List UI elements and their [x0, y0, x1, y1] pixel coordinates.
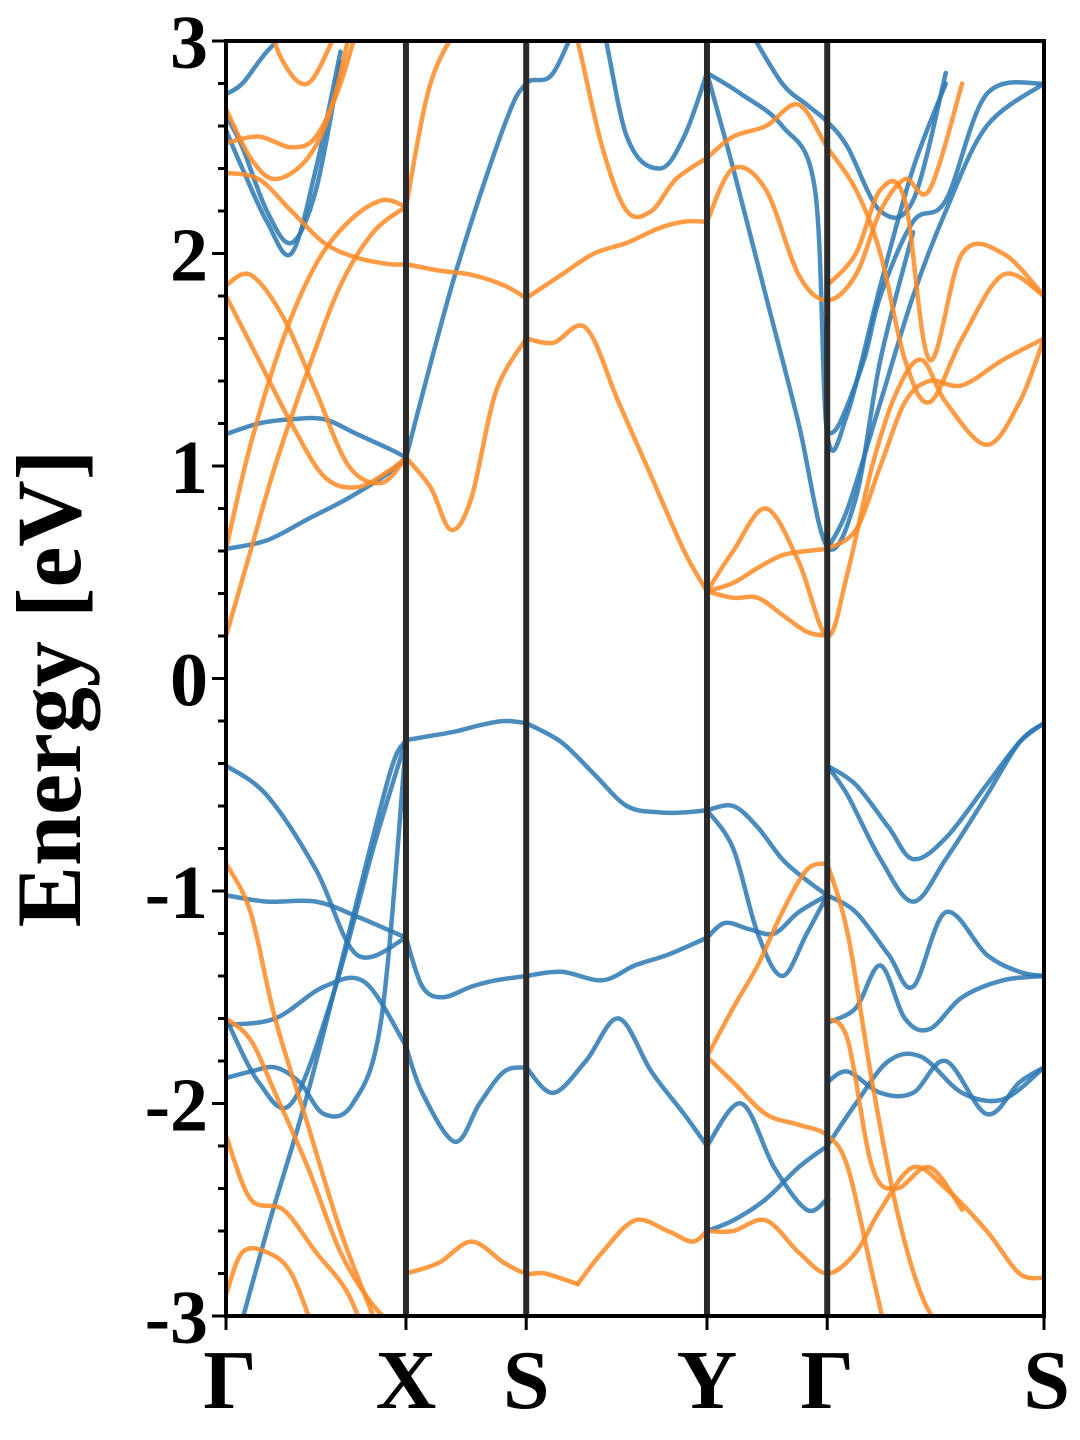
- y-tick-label: -3: [145, 1276, 208, 1360]
- band-line-40: [575, 1217, 710, 1287]
- band-line-39: [403, 1239, 580, 1287]
- band-line-38: [523, 218, 710, 301]
- band-line-10: [403, 1043, 529, 1145]
- band-line-1: [226, 975, 409, 1049]
- band-line-18: [704, 1101, 830, 1214]
- band-line-54: [704, 1164, 1044, 1281]
- band-line-63: [226, 170, 409, 267]
- x-tick-label: Γ: [801, 1334, 854, 1427]
- y-tick-label: -2: [145, 1064, 208, 1148]
- band-line-37: [403, 261, 529, 301]
- y-axis-label: Energy [eV]: [0, 450, 100, 928]
- band-line-8: [403, 935, 529, 1000]
- band-line-47: [824, 178, 1044, 363]
- band-line-41: [403, 41, 453, 209]
- band-line-30: [824, 79, 1044, 437]
- band-line-5: [226, 737, 409, 1111]
- y-tick-label: 1: [170, 426, 208, 510]
- band-line-64: [226, 41, 356, 150]
- band-line-53: [824, 1016, 965, 1213]
- band-line-21: [824, 892, 1044, 991]
- band-line-52: [704, 1054, 885, 1316]
- band-line-31: [824, 81, 1044, 552]
- band-line-14: [704, 803, 830, 898]
- y-tick-label: 2: [170, 214, 208, 298]
- y-tick-label: 3: [170, 1, 208, 85]
- band-line-20: [824, 720, 1044, 862]
- band-line-36: [523, 323, 710, 594]
- band-line-27: [226, 41, 281, 97]
- band-line-48: [704, 102, 1044, 405]
- x-tick-label: X: [376, 1334, 437, 1427]
- band-line-29: [226, 49, 343, 258]
- y-axis: 3 2 1 0 -1 -2 -3: [145, 1, 226, 1360]
- band-line-23: [824, 1058, 1044, 1117]
- band-line-13: [559, 41, 710, 171]
- band-line-4: [241, 737, 409, 1316]
- band-line-66: [271, 41, 335, 87]
- x-tick-label: Y: [677, 1334, 738, 1427]
- band-line-16: [704, 808, 830, 979]
- band-line-28: [226, 60, 343, 246]
- band-line-65: [226, 41, 351, 182]
- band-line-59: [226, 204, 409, 639]
- band-line-9: [523, 935, 710, 983]
- plot-frame: [224, 39, 1046, 1318]
- band-line-15: [704, 892, 830, 940]
- band-line-12: [403, 41, 572, 460]
- band-line-45: [704, 336, 1044, 639]
- band-line-17: [704, 1143, 830, 1234]
- x-tick-label: Γ: [203, 1334, 256, 1427]
- x-tick-label: S: [503, 1334, 550, 1427]
- band-line-60: [226, 271, 409, 486]
- band-line-57: [226, 1133, 361, 1316]
- y-tick-label: 0: [170, 639, 208, 723]
- band-line-2: [226, 892, 409, 940]
- band-line-62: [226, 197, 409, 552]
- band-line-34: [753, 41, 949, 220]
- band-line-35: [403, 336, 529, 533]
- high-symmetry-lines: [402, 41, 831, 1316]
- band-line-24: [824, 1051, 1044, 1149]
- y-tick-label: -1: [145, 851, 208, 935]
- band-line-0: [226, 763, 409, 960]
- band-line-3: [226, 739, 409, 1119]
- band-line-42: [575, 41, 710, 220]
- band-line-50: [704, 861, 830, 1060]
- band-line-32: [704, 70, 916, 552]
- band-line-11: [523, 1016, 710, 1149]
- band-lines: [226, 41, 1044, 1316]
- band-line-44: [704, 589, 830, 639]
- band-line-43: [704, 546, 830, 594]
- x-tick-label: S: [1023, 1334, 1070, 1427]
- band-line-56: [226, 1016, 386, 1316]
- band-line-51: [824, 861, 935, 1316]
- band-line-55: [226, 861, 376, 1316]
- band-line-6: [403, 718, 529, 743]
- band-line-7: [523, 720, 710, 816]
- band-line-61: [226, 293, 409, 490]
- band-line-49: [704, 81, 965, 303]
- band-line-58: [226, 1245, 311, 1316]
